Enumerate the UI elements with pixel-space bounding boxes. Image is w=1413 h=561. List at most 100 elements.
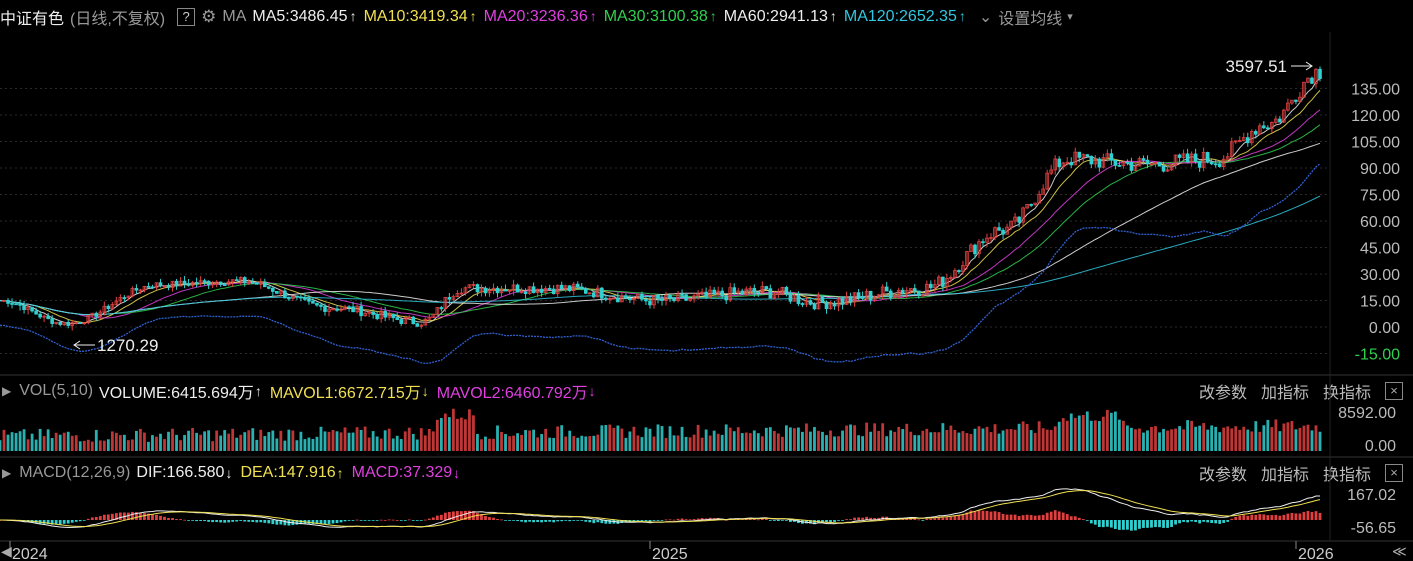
candle-body (419, 324, 424, 327)
macd-indicator-name[interactable]: MACD(12,26,9) (19, 463, 131, 481)
ma-value-text-3: MA30:3100.38 (603, 7, 708, 25)
volume-bar (1154, 426, 1157, 451)
candle-body (824, 301, 829, 310)
candle-body (744, 288, 749, 295)
volume-bar (520, 434, 523, 451)
volume-bar (255, 439, 259, 451)
vol-switch-indicator-button[interactable]: 换指标 (1322, 384, 1371, 402)
candle-body (267, 286, 271, 289)
candle-body (776, 293, 781, 295)
candle-body (38, 313, 42, 318)
ma-value-text-1: MA10:3419.34 (363, 7, 468, 25)
gear-icon[interactable]: ⚙ (201, 6, 217, 26)
macd-bar (275, 520, 279, 525)
candle-body (399, 319, 404, 324)
ma-dir-2: ↑ (589, 7, 597, 24)
macd-bar (279, 520, 283, 525)
candle-body (535, 288, 540, 294)
volume-bar (70, 435, 74, 451)
candle-body (912, 288, 917, 292)
candle-body (688, 298, 692, 301)
volume-bar (728, 427, 732, 451)
macd-add-indicator-button[interactable]: 加指标 (1260, 466, 1309, 484)
volume-bar (126, 440, 130, 451)
candle-body (656, 295, 660, 299)
volume-bar (776, 433, 780, 451)
candle-body (70, 322, 75, 326)
candle-body (1097, 158, 1102, 168)
candle-body (961, 265, 965, 273)
macd-bar (90, 517, 94, 520)
volume-bar (833, 436, 836, 451)
macd-bar (1206, 520, 1210, 523)
macd-bar (395, 519, 399, 521)
candle-body (30, 306, 34, 312)
volume-bar (1238, 429, 1242, 451)
candle-body (848, 296, 853, 303)
help-icon[interactable]: ? (177, 7, 196, 26)
volume-bar (135, 430, 138, 451)
candle-body (479, 287, 484, 293)
macd-bar (375, 520, 379, 521)
macd-bar (1250, 514, 1254, 520)
ma-settings-button[interactable]: 设置均线 (998, 10, 1063, 28)
macd-bar (1146, 520, 1149, 528)
candle-body (86, 315, 91, 324)
macd-axis-bottom: -56.65 (1351, 520, 1396, 537)
macd-bar (431, 517, 435, 520)
vol-close-icon[interactable]: × (1385, 381, 1403, 400)
macd-change-params-button[interactable]: 改参数 (1198, 466, 1247, 484)
volume-bar (323, 431, 327, 451)
candle-body (1294, 99, 1298, 102)
volume-bar (973, 428, 977, 451)
macd-bar (235, 520, 239, 522)
scroll-left-icon[interactable]: ◀ (1, 543, 12, 559)
x-axis-labels: 2024 2025 2026 (9, 541, 1334, 561)
volume-bar (131, 439, 134, 451)
volume-bar (1242, 426, 1246, 451)
candle-body (567, 285, 572, 292)
candle-body (395, 317, 400, 320)
macd-close-icon[interactable]: × (1385, 463, 1403, 482)
y-tick-10: -15.00 (1355, 347, 1400, 364)
ma-value-2: MA20:3236.36 ↑ (484, 8, 597, 25)
candle-body (933, 284, 937, 289)
macd-bar (58, 520, 62, 525)
volume-bar (837, 436, 840, 451)
volume-bar (845, 425, 848, 451)
vol-change-params-button[interactable]: 改参数 (1198, 384, 1247, 402)
volume-bar (1166, 430, 1169, 451)
mavol2-value: MAVOL2:6460.792万 (436, 384, 588, 402)
volume-bar (949, 425, 953, 451)
volume-bar (399, 439, 403, 451)
candle-body (700, 291, 704, 295)
candle-body (1185, 153, 1190, 163)
volume-indicator-name[interactable]: VOL(5,10) (19, 381, 94, 399)
macd-switch-indicator-button[interactable]: 换指标 (1322, 466, 1371, 484)
volume-bar (38, 428, 42, 451)
volume-bar (672, 435, 676, 451)
settings-dropdown-icon[interactable]: ▾ (1067, 11, 1073, 23)
candle-body (347, 306, 351, 309)
candle-body (1245, 137, 1250, 144)
volume-bar (760, 436, 764, 451)
volume-bar (227, 433, 231, 451)
volume-bar (1190, 420, 1194, 451)
candle-body (206, 280, 211, 286)
macd-bar (1198, 520, 1202, 524)
macd-bar (1210, 520, 1214, 523)
y-tick-4: 75.00 (1360, 188, 1400, 205)
macd-bar (973, 511, 977, 520)
zoom-out-icon[interactable]: ≪ (1392, 543, 1407, 559)
candle-body (1290, 99, 1294, 104)
vol-add-indicator-button[interactable]: 加指标 (1260, 384, 1309, 402)
volume-bar (235, 437, 239, 451)
collapse-icon[interactable]: ▶ (2, 383, 12, 398)
candle-body (985, 237, 989, 243)
candle-body (1033, 202, 1037, 205)
macd-collapse-icon[interactable]: ▶ (2, 465, 12, 480)
chevron-down-icon[interactable]: ⌄ (978, 8, 993, 26)
volume-bar (1246, 429, 1250, 451)
macd-bar (484, 515, 487, 520)
